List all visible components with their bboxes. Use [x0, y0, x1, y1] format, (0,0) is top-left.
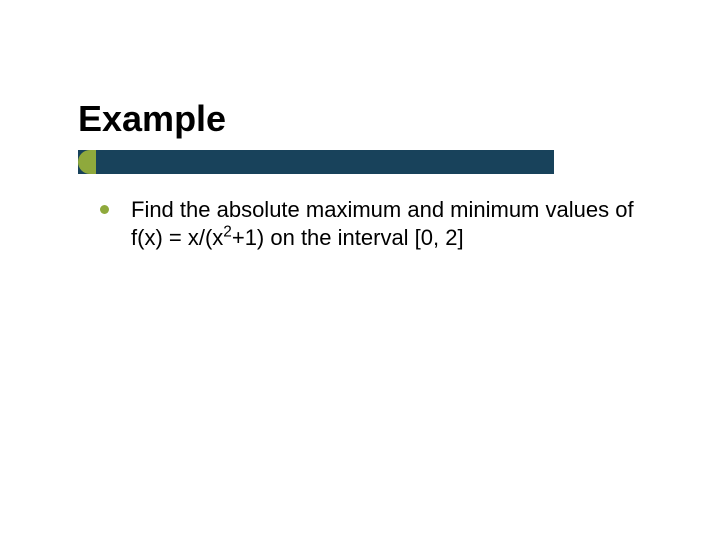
bullet-dot-icon: [100, 205, 109, 214]
slide-title: Example: [78, 98, 226, 140]
slide: Example Find the absolute maximum and mi…: [0, 0, 720, 540]
accent-bar-cap: [78, 150, 96, 174]
content-area: Find the absolute maximum and minimum va…: [100, 196, 640, 251]
title-wrap: Example: [78, 98, 226, 140]
bullet-text: Find the absolute maximum and minimum va…: [131, 196, 640, 251]
accent-bar: [78, 150, 554, 174]
accent-bar-main: [78, 150, 554, 174]
bullet-item: Find the absolute maximum and minimum va…: [100, 196, 640, 251]
